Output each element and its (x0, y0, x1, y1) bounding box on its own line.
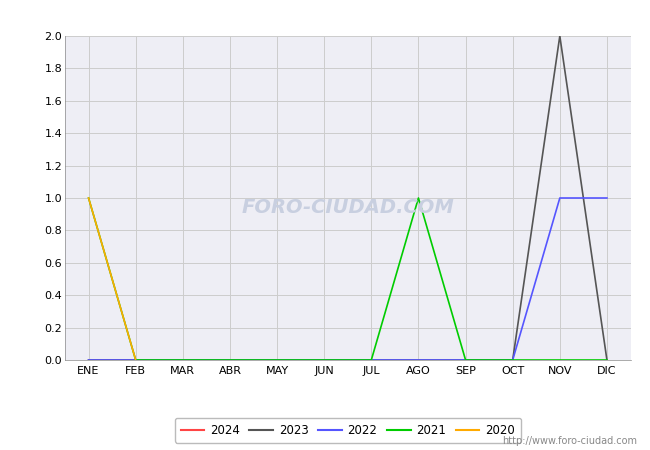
Legend: 2024, 2023, 2022, 2021, 2020: 2024, 2023, 2022, 2021, 2020 (175, 418, 521, 442)
Text: http://www.foro-ciudad.com: http://www.foro-ciudad.com (502, 436, 637, 446)
Text: FORO-CIUDAD.COM: FORO-CIUDAD.COM (241, 198, 454, 217)
Text: Matriculaciones de Vehiculos en Miera: Matriculaciones de Vehiculos en Miera (166, 9, 484, 27)
